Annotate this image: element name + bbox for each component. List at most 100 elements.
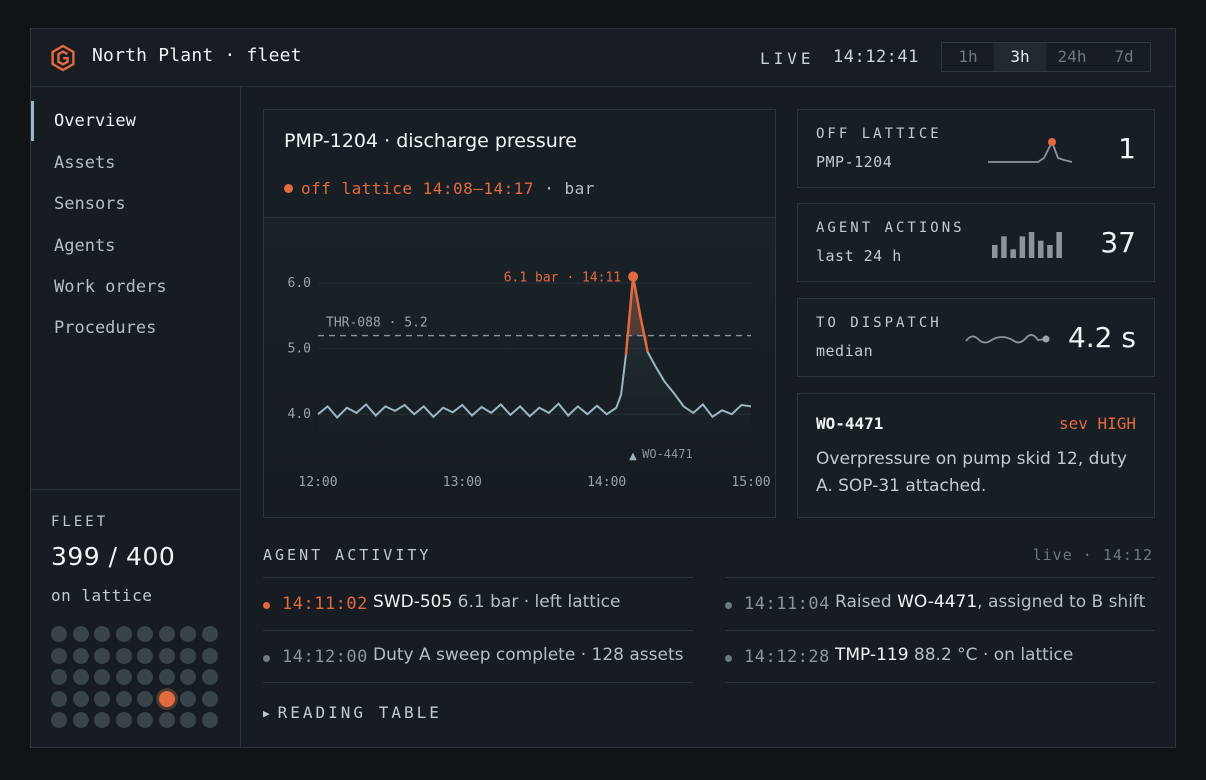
fleet-asset[interactable]	[72, 712, 89, 728]
range-button-3h[interactable]: 3h	[994, 43, 1046, 71]
fleet-asset[interactable]	[137, 669, 153, 685]
fleet-asset[interactable]	[115, 626, 132, 642]
fleet-asset[interactable]	[180, 626, 196, 642]
spark-bar	[1001, 236, 1007, 258]
fleet-asset[interactable]	[51, 669, 67, 685]
asset-id[interactable]: SWD-505	[373, 592, 453, 612]
fleet-asset[interactable]	[72, 690, 89, 707]
activity-message: Duty A sweep complete · 128 assets	[373, 645, 683, 665]
sidebar-item-agents[interactable]: Agents	[54, 236, 116, 256]
asset-id[interactable]: TMP-119	[835, 645, 909, 665]
fleet-asset[interactable]	[115, 690, 132, 707]
fleet-asset[interactable]	[158, 712, 175, 728]
fleet-asset[interactable]	[94, 712, 110, 728]
spark-bar	[992, 245, 998, 258]
chart-status: off lattice 14:08–14:17 · bar	[284, 179, 595, 198]
bullet-icon	[263, 655, 270, 662]
fleet-asset[interactable]	[201, 626, 218, 642]
activity-time: 14:11:04	[744, 594, 830, 614]
fleet-asset[interactable]	[51, 626, 67, 642]
activity-row[interactable]: 14:11:04 Raised WO-4471, assigned to B s…	[725, 577, 1155, 630]
activity-message: SWD-505 6.1 bar · left lattice	[373, 592, 620, 612]
app-title: North Plant · fleet	[92, 45, 302, 66]
kpi-label: OFF LATTICE	[816, 126, 942, 142]
fleet-asset[interactable]	[137, 626, 153, 642]
sidebar-item-sensors[interactable]: Sensors	[54, 194, 126, 214]
activity-prefix: Raised	[835, 592, 898, 612]
peak-point[interactable]	[628, 271, 639, 282]
range-button-24h[interactable]: 24h	[1057, 47, 1087, 66]
fleet-asset[interactable]	[72, 626, 89, 642]
fleet-asset[interactable]	[201, 712, 218, 728]
fleet-asset[interactable]	[137, 647, 153, 664]
sidebar-item-overview[interactable]: Overview	[31, 101, 240, 141]
fleet-asset[interactable]	[158, 669, 175, 685]
sidebar: Overview Assets Sensors Agents Work orde…	[31, 87, 241, 747]
fleet-asset[interactable]	[201, 647, 218, 664]
sidebar-item-procedures[interactable]: Procedures	[54, 318, 157, 338]
fleet-asset[interactable]	[137, 690, 153, 707]
fleet-asset[interactable]	[158, 626, 175, 642]
reading-table-label: READING TABLE	[277, 703, 442, 722]
peak-label: 6.1 bar · 14:11	[504, 271, 621, 286]
fleet-asset[interactable]	[115, 712, 132, 728]
kpi-value: 1	[1118, 132, 1136, 165]
fleet-sub: on lattice	[51, 586, 153, 605]
reading-table-toggle[interactable]: ▶ READING TABLE	[263, 703, 442, 722]
pressure-chart-card: PMP-1204 · discharge pressure off lattic…	[263, 109, 776, 518]
activity-row[interactable]: 14:12:28 TMP-119 88.2 °C · on lattice	[725, 630, 1155, 683]
fleet-asset[interactable]	[51, 690, 67, 707]
work-order-marker-label[interactable]: WO-4471	[642, 447, 693, 461]
activity-detail: 88.2 °C · on lattice	[908, 645, 1074, 665]
fleet-asset[interactable]	[94, 647, 110, 664]
kpi-sub: median	[816, 342, 874, 360]
fleet-asset[interactable]	[94, 669, 110, 685]
fleet-asset[interactable]	[115, 647, 132, 664]
kpi-off-lattice[interactable]: OFF LATTICE PMP-1204 1	[797, 109, 1155, 188]
range-button-7d[interactable]: 7d	[1114, 47, 1134, 66]
fleet-asset[interactable]	[72, 669, 89, 685]
fleet-asset[interactable]	[51, 647, 67, 664]
kpi-label: AGENT ACTIONS	[816, 220, 965, 236]
spark-bar	[1010, 249, 1016, 258]
fleet-asset[interactable]	[201, 690, 218, 707]
spark-bar	[1056, 232, 1062, 258]
fleet-asset[interactable]	[94, 690, 110, 707]
work-order-id[interactable]: WO-4471	[816, 414, 884, 433]
activity-detail: 6.1 bar · left lattice	[452, 592, 621, 612]
fleet-asset[interactable]	[158, 647, 175, 664]
fleet-asset[interactable]	[51, 712, 67, 728]
fleet-asset[interactable]	[180, 669, 196, 685]
sidebar-item-work-orders[interactable]: Work orders	[54, 277, 167, 297]
x-tick-label: 14:00	[587, 475, 626, 490]
fleet-asset[interactable]	[201, 669, 218, 685]
app-window: North Plant · fleet LIVE 14:12:41 1h 3h …	[30, 28, 1176, 748]
fleet-summary: FLEET 399 / 400 on lattice	[31, 489, 240, 747]
marker-triangle-icon[interactable]: ▲	[629, 451, 637, 462]
fleet-asset[interactable]	[180, 690, 196, 707]
activity-row[interactable]: 14:12:00 Duty A sweep complete · 128 ass…	[263, 630, 693, 683]
fleet-asset[interactable]	[137, 712, 153, 728]
pressure-chart: 4.0 5.0 6.0 12:00 13:00 14:00 15:00 THR-088 ·…	[264, 218, 775, 517]
fleet-asset[interactable]	[115, 669, 132, 685]
sidebar-item-assets[interactable]: Assets	[54, 153, 116, 173]
work-order-link[interactable]: WO-4471	[897, 592, 978, 612]
range-button-1h[interactable]: 1h	[958, 47, 978, 66]
fleet-asset[interactable]	[94, 626, 110, 642]
fleet-asset[interactable]	[72, 647, 89, 664]
kpi-label: TO DISPATCH	[816, 315, 942, 331]
kpi-to-dispatch[interactable]: TO DISPATCH median 4.2 s	[797, 298, 1155, 377]
activity-message: Raised WO-4471, assigned to B shift	[835, 592, 1145, 612]
fleet-asset-alert[interactable]	[158, 690, 175, 707]
activity-row[interactable]: 14:11:02 SWD-505 6.1 bar · left lattice	[263, 577, 693, 630]
series-area	[318, 276, 751, 447]
fleet-asset[interactable]	[180, 647, 196, 664]
work-order-card[interactable]: WO-4471 sev HIGH Overpressure on pump sk…	[797, 393, 1155, 518]
series-line	[317, 276, 752, 419]
kpi-agent-actions[interactable]: AGENT ACTIONS last 24 h 37	[797, 203, 1155, 282]
off-lattice-line	[624, 276, 649, 356]
status-text: off lattice 14:08–14:17	[301, 179, 535, 198]
fleet-asset[interactable]	[180, 712, 196, 728]
status-dot-icon	[284, 184, 293, 193]
live-indicator: LIVE	[760, 49, 815, 68]
